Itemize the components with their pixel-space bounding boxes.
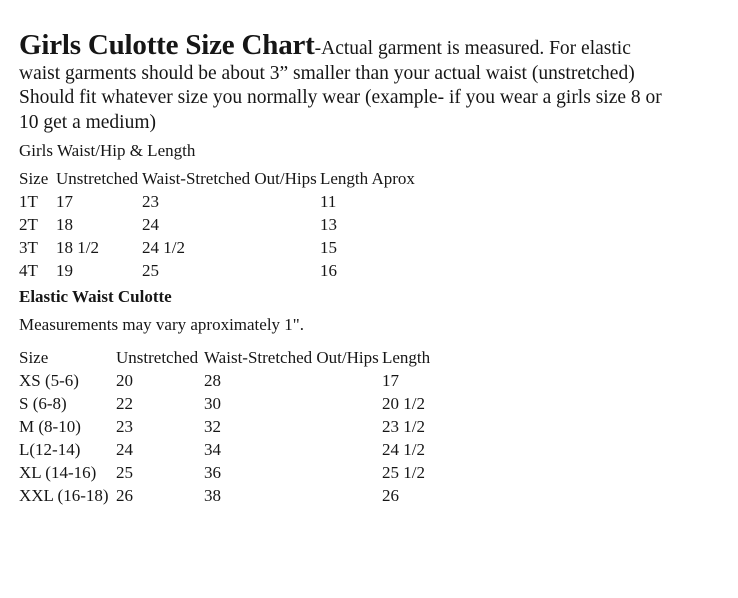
length-cell: 23 1/2 bbox=[382, 416, 425, 436]
elastic-header-row: Size Unstretched Waist-Stretched Out/Hip… bbox=[19, 346, 719, 369]
column-header-unstretched: Unstretched bbox=[116, 347, 199, 367]
table-row: 1T 17 23 11 bbox=[19, 190, 719, 213]
stretched-cell: 23 bbox=[142, 191, 159, 211]
toddler-header-row: Size Unstretched Waist-Stretched Out/Hip… bbox=[19, 167, 719, 190]
column-header-stretched: Waist-Stretched Out/Hips bbox=[142, 168, 317, 188]
size-cell: 4T bbox=[19, 260, 38, 280]
size-cell: L(12-14) bbox=[19, 439, 81, 459]
table-row: XS (5-6) 20 28 17 bbox=[19, 369, 719, 392]
length-cell: 15 bbox=[320, 237, 337, 257]
length-cell: 17 bbox=[382, 370, 399, 390]
unstretched-cell: 26 bbox=[116, 485, 133, 505]
table-row: 3T 18 1/2 24 1/2 15 bbox=[19, 236, 719, 259]
unstretched-cell: 23 bbox=[116, 416, 133, 436]
size-cell: XL (14-16) bbox=[19, 462, 97, 482]
column-header-length: Length Aprox bbox=[320, 168, 415, 188]
intro-paragraph: Girls Culotte Size Chart-Actual garment … bbox=[19, 31, 720, 135]
unstretched-cell: 18 bbox=[56, 214, 73, 234]
size-cell: XS (5-6) bbox=[19, 370, 79, 390]
unstretched-cell: 22 bbox=[116, 393, 133, 413]
table-row: 2T 18 24 13 bbox=[19, 213, 719, 236]
unstretched-cell: 24 bbox=[116, 439, 133, 459]
size-cell: 3T bbox=[19, 237, 38, 257]
measurement-note: Measurements may vary aproximately 1". bbox=[19, 315, 304, 334]
toddler-size-table: Size Unstretched Waist-Stretched Out/Hip… bbox=[19, 167, 719, 282]
table-row: M (8-10) 23 32 23 1/2 bbox=[19, 415, 719, 438]
intro-line-1: Girls Culotte Size Chart-Actual garment … bbox=[19, 31, 720, 62]
unstretched-cell: 17 bbox=[56, 191, 73, 211]
stretched-cell: 24 1/2 bbox=[142, 237, 185, 257]
unstretched-cell: 18 1/2 bbox=[56, 237, 99, 257]
intro-line-1-text: -Actual garment is measured. For elastic bbox=[314, 38, 631, 59]
intro-line-4: 10 get a medium) bbox=[19, 111, 157, 133]
length-cell: 25 1/2 bbox=[382, 462, 425, 482]
length-cell: 24 1/2 bbox=[382, 439, 425, 459]
table-row: XXL (16-18) 26 38 26 bbox=[19, 484, 719, 507]
table-row: XL (14-16) 25 36 25 1/2 bbox=[19, 461, 719, 484]
length-cell: 26 bbox=[382, 485, 399, 505]
elastic-size-table: Size Unstretched Waist-Stretched Out/Hip… bbox=[19, 346, 719, 507]
size-cell: S (6-8) bbox=[19, 393, 67, 413]
toddler-section-subtitle: Girls Waist/Hip & Length bbox=[19, 141, 196, 160]
table-row: L(12-14) 24 34 24 1/2 bbox=[19, 438, 719, 461]
size-cell: 2T bbox=[19, 214, 38, 234]
size-cell: XXL (16-18) bbox=[19, 485, 109, 505]
column-header-size: Size bbox=[19, 168, 49, 188]
table-row: 4T 19 25 16 bbox=[19, 259, 719, 282]
length-cell: 13 bbox=[320, 214, 337, 234]
stretched-cell: 32 bbox=[204, 416, 221, 436]
length-cell: 16 bbox=[320, 260, 337, 280]
unstretched-cell: 19 bbox=[56, 260, 73, 280]
elastic-section-heading: Elastic Waist Culotte bbox=[19, 287, 172, 306]
column-header-size: Size bbox=[19, 347, 49, 367]
column-header-unstretched: Unstretched bbox=[56, 168, 139, 188]
intro-line-2: waist garments should be about 3” smalle… bbox=[19, 62, 635, 84]
stretched-cell: 28 bbox=[204, 370, 221, 390]
unstretched-cell: 25 bbox=[116, 462, 133, 482]
page-title: Girls Culotte Size Chart bbox=[19, 29, 315, 61]
stretched-cell: 36 bbox=[204, 462, 221, 482]
stretched-cell: 30 bbox=[204, 393, 221, 413]
column-header-stretched: Waist-Stretched Out/Hips bbox=[204, 347, 379, 367]
length-cell: 11 bbox=[320, 191, 337, 211]
stretched-cell: 25 bbox=[142, 260, 159, 280]
size-cell: M (8-10) bbox=[19, 416, 81, 436]
unstretched-cell: 20 bbox=[116, 370, 133, 390]
table-row: S (6-8) 22 30 20 1/2 bbox=[19, 392, 719, 415]
stretched-cell: 34 bbox=[204, 439, 221, 459]
stretched-cell: 38 bbox=[204, 485, 221, 505]
stretched-cell: 24 bbox=[142, 214, 159, 234]
intro-line-3: Should fit whatever size you normally we… bbox=[19, 87, 662, 108]
length-cell: 20 1/2 bbox=[382, 393, 425, 413]
size-cell: 1T bbox=[19, 191, 38, 211]
column-header-length: Length bbox=[382, 347, 431, 367]
